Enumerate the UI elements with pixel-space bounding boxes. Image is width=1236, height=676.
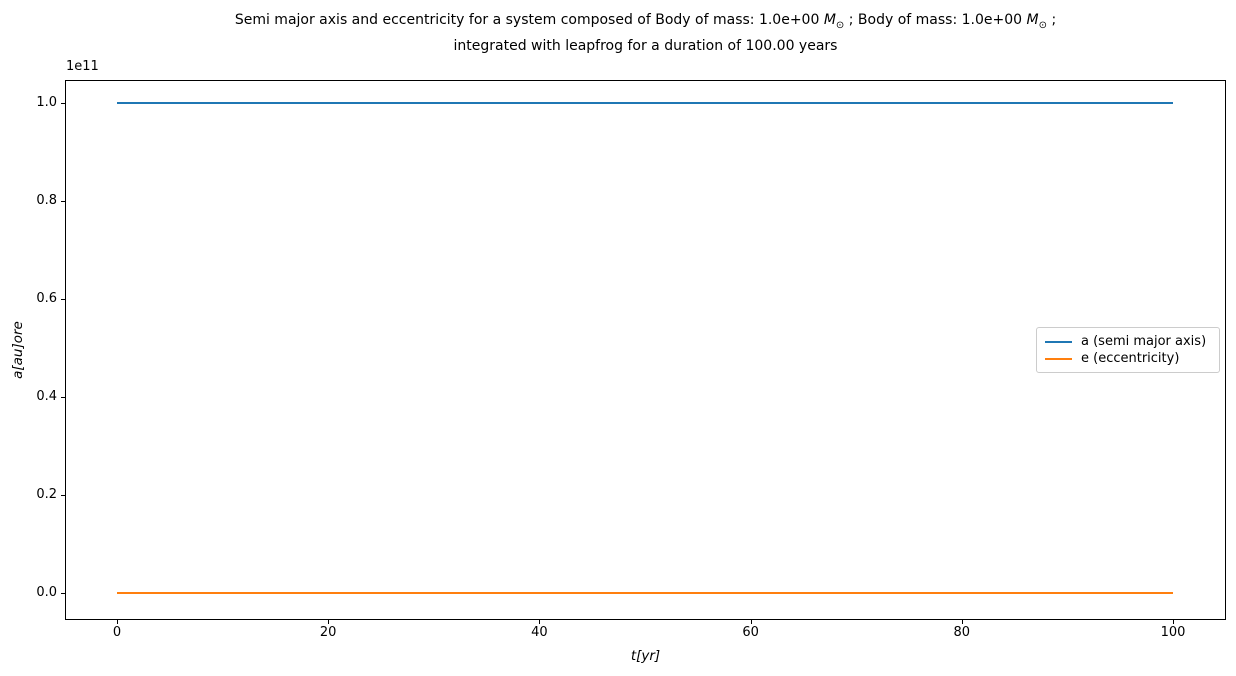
- title-text: ;: [1047, 12, 1057, 28]
- y-tick-mark: [61, 593, 65, 594]
- y-tick-label: 0.8: [36, 193, 57, 208]
- legend-item: e (eccentricity): [1045, 351, 1211, 366]
- y-tick-mark: [61, 103, 65, 104]
- legend-line-swatch: [1045, 340, 1072, 343]
- x-tick-label: 80: [953, 625, 971, 640]
- y-tick-label: 1.0: [36, 95, 57, 110]
- solar-mass-symbol: M: [1026, 12, 1039, 28]
- y-tick-label: 0.2: [36, 487, 57, 502]
- x-tick-mark: [961, 620, 963, 624]
- x-tick-mark: [328, 620, 330, 624]
- x-tick-mark: [539, 620, 541, 624]
- y-tick-mark: [61, 299, 65, 300]
- x-tick-mark: [117, 620, 118, 624]
- title-text: Semi major axis and eccentricity for a s…: [234, 12, 824, 28]
- x-axis-label: t[yr]: [630, 648, 661, 664]
- chart-title-line2: integrated with leapfrog for a duration …: [453, 37, 838, 54]
- x-tick-label: 20: [319, 625, 337, 640]
- y-tick-label: 0.6: [36, 291, 57, 306]
- solar-mass-symbol: M: [823, 12, 836, 28]
- y-tick-label: 0.0: [36, 585, 57, 600]
- legend: a (semi major axis) e (eccentricity): [1036, 327, 1220, 373]
- series-line-e: [117, 592, 1173, 594]
- sun-symbol: ⊙: [1038, 19, 1047, 31]
- legend-item: a (semi major axis): [1045, 334, 1211, 349]
- y-tick-label: 0.4: [36, 389, 57, 404]
- title-text: ; Body of mass: 1.0e+00: [844, 12, 1027, 28]
- legend-label: e (eccentricity): [1081, 351, 1180, 366]
- chart-title: Semi major axis and eccentricity for a s…: [65, 10, 1226, 56]
- y-axis-offset-label: 1e11: [66, 59, 99, 74]
- sun-symbol: ⊙: [835, 19, 845, 31]
- x-tick-label: 40: [531, 625, 548, 640]
- legend-line-swatch: [1045, 357, 1072, 360]
- x-tick-label: 100: [1160, 625, 1186, 640]
- x-tick-label: 60: [742, 625, 759, 640]
- x-tick-mark: [1173, 620, 1174, 624]
- chart-title-line1: Semi major axis and eccentricity for a s…: [65, 10, 1226, 36]
- x-tick-label: 0: [112, 625, 122, 640]
- y-tick-mark: [61, 397, 65, 398]
- plot-area: [65, 80, 1226, 620]
- legend-label: a (semi major axis): [1081, 334, 1207, 349]
- x-tick-mark: [750, 620, 752, 624]
- series-line-a: [117, 102, 1173, 104]
- y-tick-mark: [61, 495, 65, 496]
- y-tick-mark: [61, 201, 65, 202]
- y-axis-label: a[au]ore: [10, 321, 26, 379]
